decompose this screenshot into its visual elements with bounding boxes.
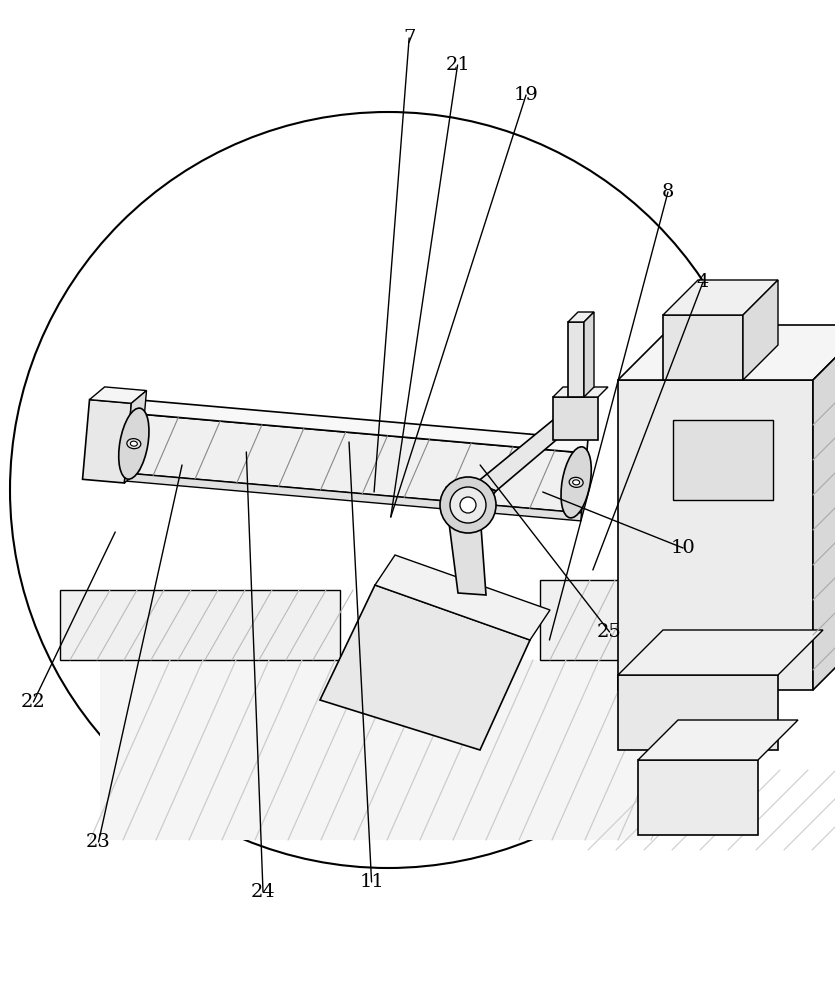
Polygon shape [320,585,530,750]
Polygon shape [638,720,798,760]
Polygon shape [813,325,835,690]
Polygon shape [568,322,584,397]
Polygon shape [60,590,340,660]
Circle shape [10,112,766,868]
Ellipse shape [127,439,141,449]
Circle shape [460,497,476,513]
Polygon shape [375,555,550,640]
Ellipse shape [569,477,583,487]
Polygon shape [673,420,773,500]
Text: 19: 19 [514,86,539,104]
Text: 7: 7 [403,29,415,47]
Polygon shape [743,280,778,380]
Polygon shape [618,325,835,380]
Polygon shape [446,483,496,515]
Text: 21: 21 [445,56,470,74]
Text: 23: 23 [86,833,111,851]
Polygon shape [448,505,490,515]
Text: 4: 4 [697,273,709,291]
Polygon shape [129,399,588,453]
Polygon shape [553,387,608,397]
Polygon shape [553,410,578,430]
Circle shape [440,477,496,533]
Polygon shape [638,760,758,835]
Polygon shape [663,280,778,315]
Polygon shape [476,420,568,491]
Polygon shape [568,312,594,322]
Text: 10: 10 [671,539,696,557]
Text: 25: 25 [597,623,622,641]
Polygon shape [618,675,778,750]
Polygon shape [618,630,823,675]
Polygon shape [618,380,813,690]
Ellipse shape [561,447,591,518]
Polygon shape [100,660,650,840]
Text: 8: 8 [662,183,674,201]
Polygon shape [553,397,598,440]
Polygon shape [123,473,581,521]
Text: 22: 22 [21,693,46,711]
Polygon shape [89,387,146,403]
Polygon shape [448,513,486,595]
Ellipse shape [573,480,579,485]
Text: 24: 24 [250,883,276,901]
Polygon shape [540,580,720,660]
Polygon shape [124,413,587,513]
Ellipse shape [130,441,137,446]
Polygon shape [663,315,743,380]
Ellipse shape [119,408,149,479]
Polygon shape [124,391,146,483]
Circle shape [450,487,486,523]
Polygon shape [584,312,594,397]
Polygon shape [83,400,131,483]
Text: 11: 11 [359,873,384,891]
